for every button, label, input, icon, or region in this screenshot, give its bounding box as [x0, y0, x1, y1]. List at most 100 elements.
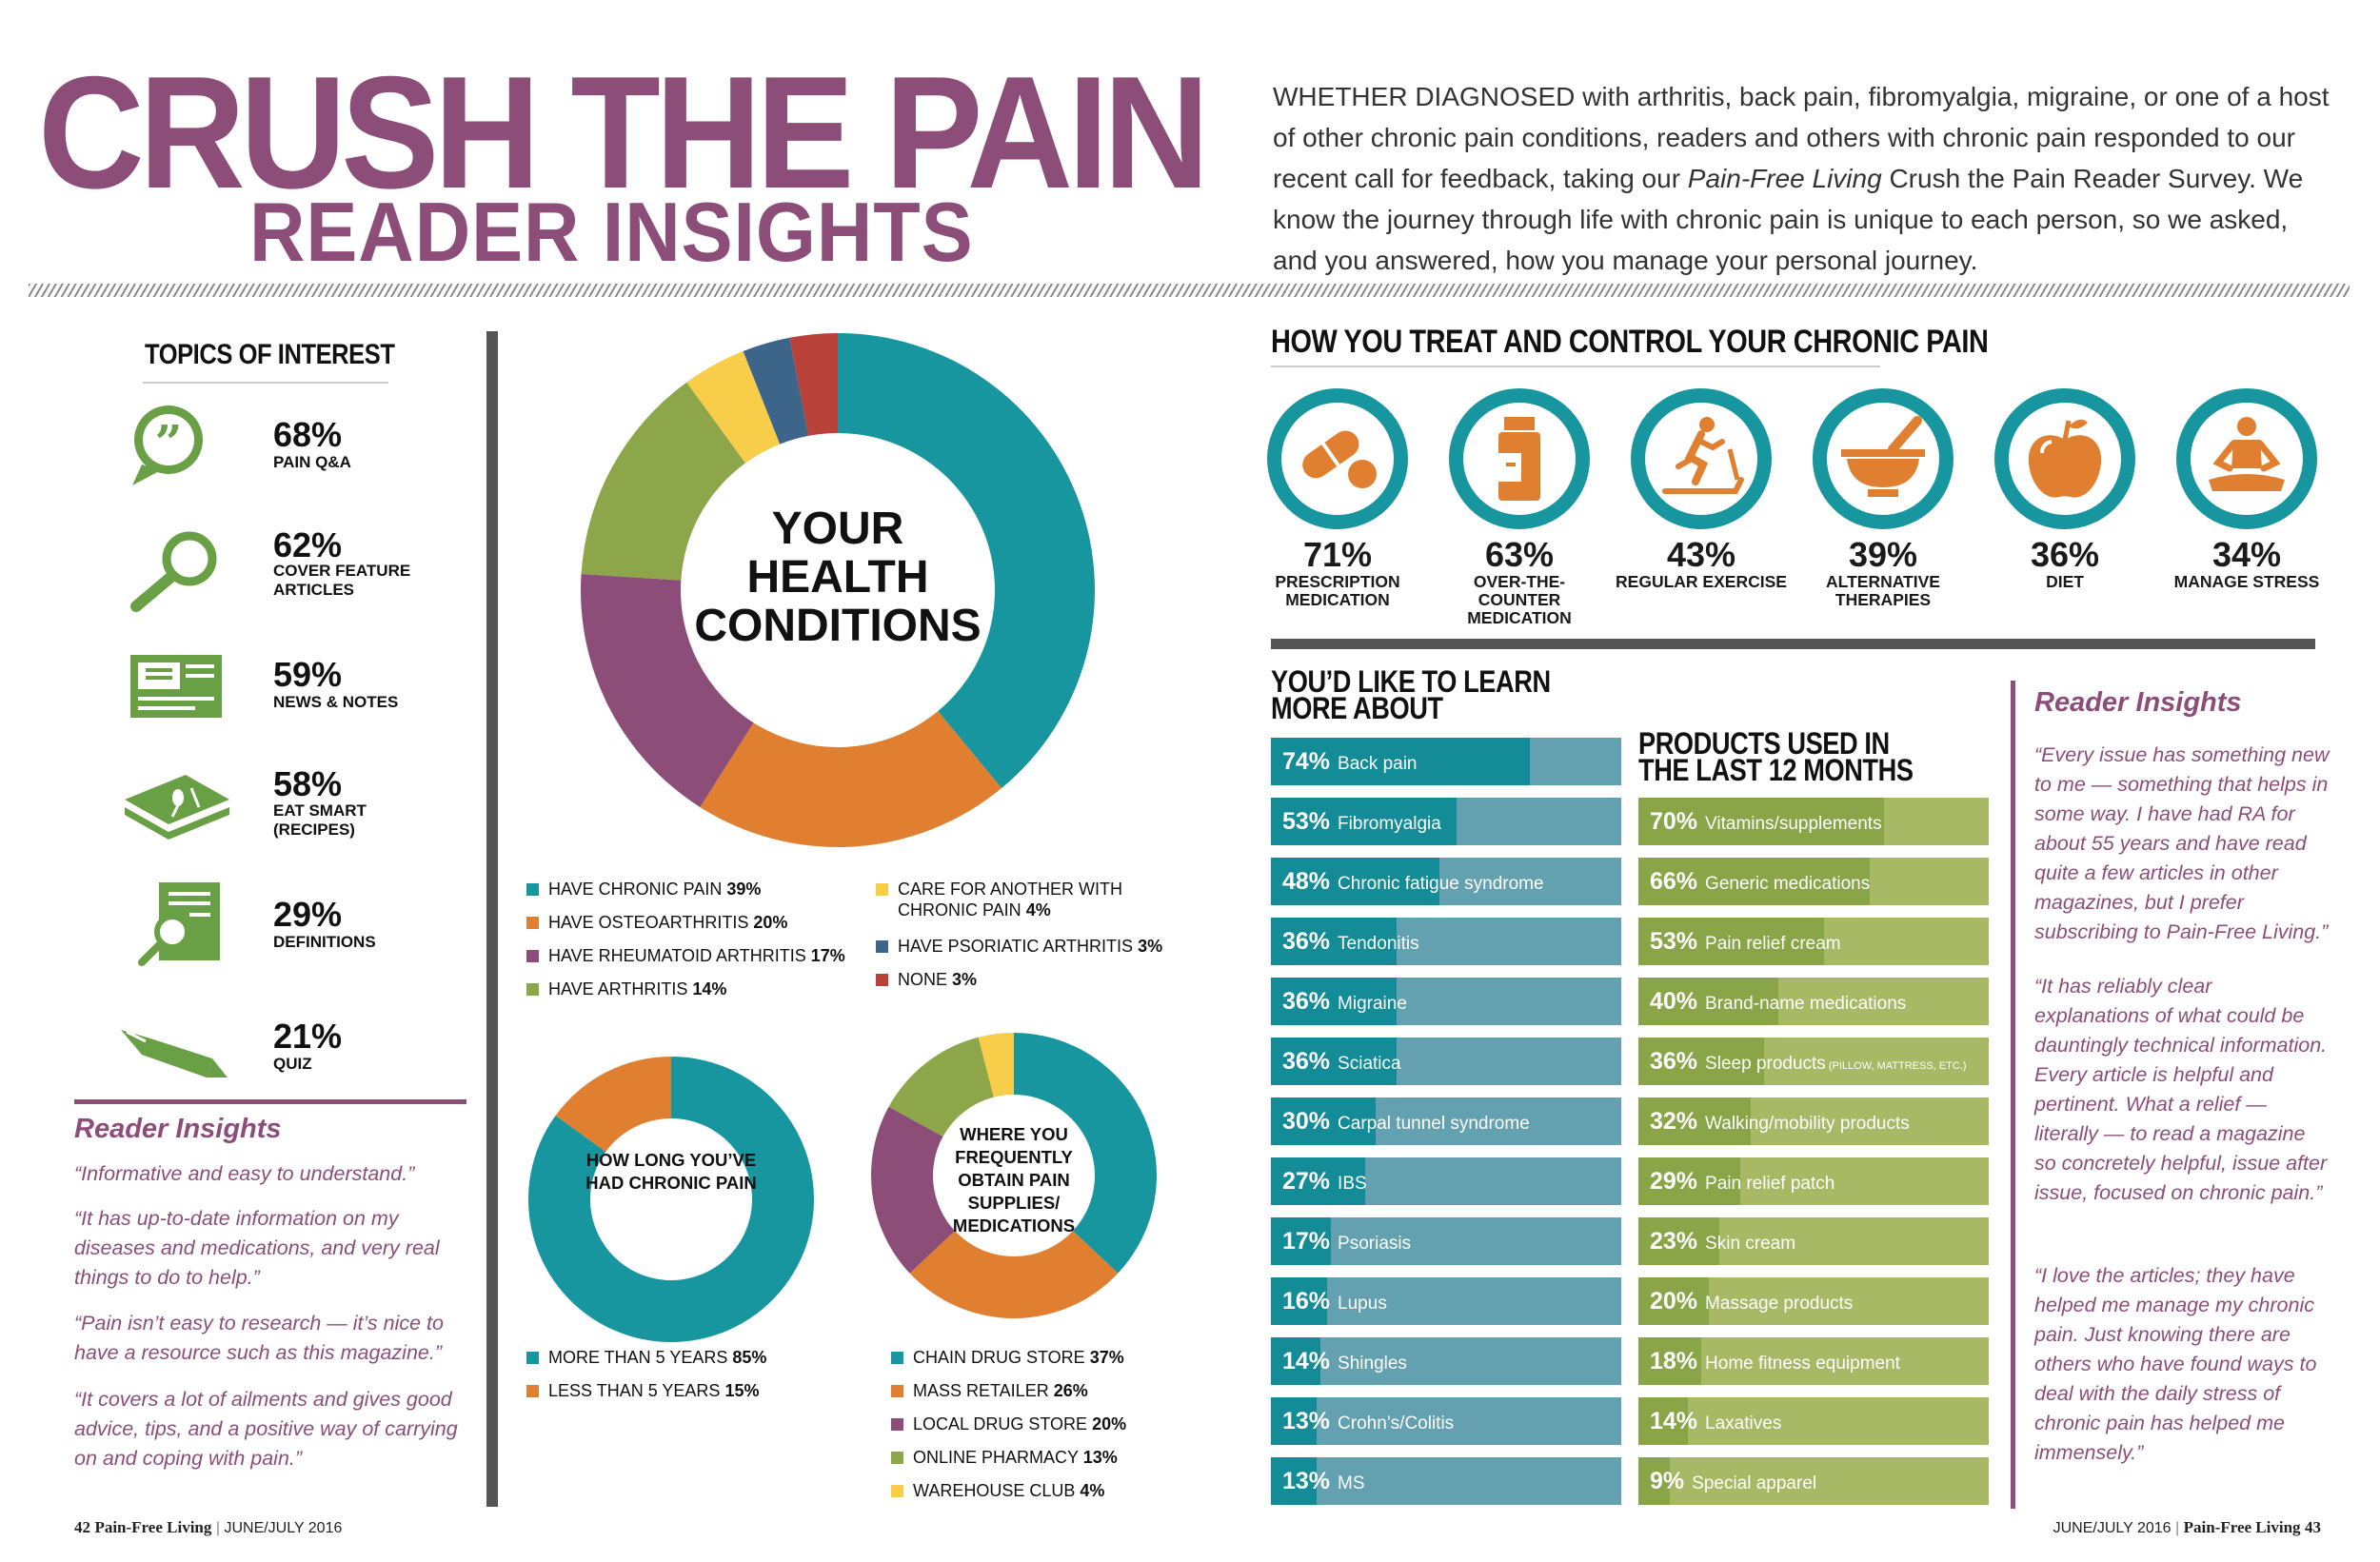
bar-text: 40% Brand-name medications — [1650, 978, 1906, 1025]
legend-pct: 39% — [726, 880, 762, 899]
legend-swatch — [526, 983, 539, 996]
legend-none: NONE 3% — [876, 969, 977, 990]
donut-slice-less-than-5-years — [555, 1057, 671, 1153]
bar-label: Back pain — [1338, 754, 1418, 774]
bar-text: 32% Walking/mobility products — [1650, 1097, 1910, 1145]
health-center-line1: YOUR — [771, 504, 904, 554]
legend-arthritis: HAVE ARTHRITIS 14% — [526, 979, 726, 999]
legend-swatch — [891, 1485, 903, 1497]
how-long-center: HOW LONG YOU’VE HAD CHRONIC PAIN — [585, 1150, 757, 1193]
where-obtain-center: WHERE YOU FREQUENTLY OBTAIN PAIN SUPPLIE… — [952, 1124, 1076, 1236]
intro-magazine-name: Pain-Free Living — [1687, 164, 1882, 193]
topic-label-pain-qa: PAIN Q&A — [273, 453, 351, 471]
bar-text: 74% Back pain — [1282, 738, 1418, 785]
legend-label: MASS RETAILER — [913, 1381, 1049, 1400]
bar-label: MS — [1338, 1473, 1365, 1493]
treat-pct: 43% — [1666, 535, 1736, 574]
treat-circle — [2176, 388, 2317, 529]
hatched-divider — [29, 284, 2350, 297]
products-heading: PRODUCTS USED IN THE LAST 12 MONTHS — [1638, 726, 1914, 787]
bar-pct: 23% — [1650, 1228, 1698, 1255]
bar-fill — [1638, 1397, 1688, 1445]
footer-page-number: 42 — [74, 1518, 90, 1536]
legend-pct: 13% — [1082, 1448, 1118, 1467]
bar-text: 9% Special apparel — [1650, 1457, 1816, 1505]
legend-pct: 4% — [1080, 1481, 1105, 1500]
treat-label: PRESCRIPTION MEDICATION — [1275, 572, 1400, 609]
footer-date: JUNE/JULY 2016 — [2053, 1520, 2172, 1536]
intro-text-end: Crush the Pain Reader Survey. We know th… — [1273, 164, 2304, 275]
legend-local-drug-store: LOCAL DRUG STORE 20% — [891, 1414, 1126, 1434]
bar-pct: 36% — [1282, 928, 1331, 955]
legend-psoriatic: HAVE PSORIATIC ARTHRITIS 3% — [876, 936, 1162, 957]
intro-paragraph: WHETHER DIAGNOSED with arthritis, back p… — [1273, 76, 2339, 281]
donut-slice-none — [789, 333, 838, 436]
bar-row: 16% Lupus — [1271, 1277, 1621, 1325]
legend-pct: 26% — [1053, 1381, 1088, 1400]
donut-slice-have-psoriatic-arthritis — [743, 337, 809, 445]
legend-pct: 14% — [692, 979, 727, 998]
bar-label: Walking/mobility products — [1705, 1114, 1910, 1134]
mortar-pestle-icon — [1841, 416, 1925, 497]
products-heading-line1: PRODUCTS USED IN — [1638, 726, 1890, 761]
legend-label: HAVE RHEUMATOID ARTHRITIS — [548, 946, 806, 965]
legend-osteoarthritis: HAVE OSTEOARTHRITIS 20% — [526, 912, 787, 933]
bar-label: Massage products — [1705, 1294, 1854, 1314]
bar-row: 9% Special apparel — [1638, 1457, 1989, 1505]
bar-pct: 16% — [1282, 1288, 1331, 1315]
donut-slice-have-chronic-pain — [838, 333, 1095, 789]
bar-label: Brand-name medications — [1705, 994, 1907, 1014]
bar-pct: 17% — [1282, 1228, 1331, 1255]
legend-pct: 3% — [952, 970, 978, 989]
bar-row: 18% Home fitness equipment — [1638, 1337, 1989, 1385]
page-subtitle: READER INSIGHTS — [249, 185, 974, 279]
bar-text: 14% Shingles — [1282, 1337, 1407, 1385]
treat-item-stress: 34% MANAGE STRESS — [2161, 388, 2332, 591]
bar-row: 30% Carpal tunnel syndrome — [1271, 1097, 1621, 1145]
footer-brand: Pain-Free Living — [2183, 1518, 2301, 1536]
legend-pct: 20% — [1092, 1414, 1127, 1433]
donut-slice-have-arthritis — [581, 382, 746, 581]
bar-pct: 36% — [1282, 988, 1331, 1015]
where-obtain-donut — [871, 1033, 1157, 1318]
bar-fill — [1638, 1337, 1702, 1385]
treat-circle — [1449, 388, 1590, 529]
bar-label: Psoriasis — [1338, 1234, 1412, 1254]
intro-text-start: WHETHER DIAGNOSED with arthritis, back p… — [1273, 82, 2330, 193]
bar-text: 14% Laxatives — [1650, 1397, 1781, 1445]
bar-label: Migraine — [1338, 994, 1407, 1014]
topic-label-definitions: DEFINITIONS — [273, 933, 376, 951]
bar-row: 23% Skin cream — [1638, 1217, 1989, 1265]
meditation-icon — [2209, 417, 2285, 491]
treat-item-prescription: 71% PRESCRIPTION MEDICATION — [1252, 388, 1423, 609]
bar-row: 70% Vitamins/supplements — [1638, 798, 1989, 845]
donut-slice-have-rheumatoid-arthritis — [581, 574, 754, 807]
treat-label: OVER-THE-COUNTER MEDICATION — [1467, 572, 1572, 627]
bar-pct: 36% — [1650, 1048, 1698, 1075]
bar-fill — [1271, 918, 1398, 965]
reader-quote-right-2: “It has reliably clear explanations of w… — [2034, 975, 2328, 1204]
bar-row: 48% Chronic fatigue syndrome — [1271, 858, 1621, 905]
reader-quote-right-3: “I love the articles; they have helped m… — [2034, 1264, 2317, 1464]
bar-row: 14% Laxatives — [1638, 1397, 1989, 1445]
treadmill-icon — [1662, 417, 1744, 494]
topics-rule — [143, 382, 388, 384]
health-center-line3: CONDITIONS — [694, 601, 982, 651]
bar-fill — [1638, 1217, 1719, 1265]
donut-slice-warehouse-club — [978, 1033, 1014, 1097]
legend-swatch — [526, 917, 539, 929]
topic-label-eat-smart: EAT SMART (RECIPES) — [273, 801, 367, 839]
bar-row: 40% Brand-name medications — [1638, 978, 1989, 1025]
bar-pct: 40% — [1650, 988, 1698, 1015]
treat-label: ALTERNATIVE THERAPIES — [1826, 572, 1940, 609]
bar-row: 66% Generic medications — [1638, 858, 1989, 905]
bar-pct: 48% — [1282, 868, 1331, 895]
legend-chain-drug-store: CHAIN DRUG STORE 37% — [891, 1347, 1124, 1368]
reader-quote-right-1: “Every issue has something new to me — s… — [2034, 743, 2330, 943]
bar-label: IBS — [1338, 1174, 1367, 1194]
apple-icon — [2028, 419, 2102, 498]
bar-text: 13% MS — [1282, 1457, 1365, 1505]
products-heading-line2: THE LAST 12 MONTHS — [1638, 753, 1914, 787]
footer-brand: Pain-Free Living — [94, 1518, 212, 1536]
bar-label: Chronic fatigue syndrome — [1338, 874, 1544, 894]
